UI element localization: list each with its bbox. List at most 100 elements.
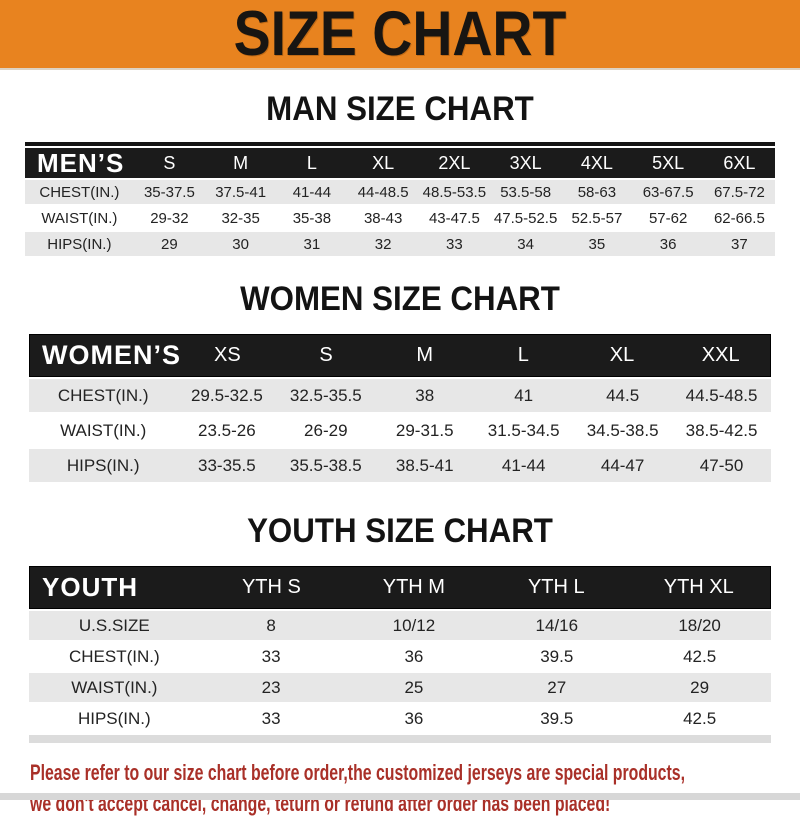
section-youth: YOUTH SIZE CHART YOUTH YTH S YTH M YTH L YTH … [0, 482, 800, 743]
size-value-cell: 41 [514, 385, 534, 405]
column-header: M [233, 152, 249, 173]
table-row: U.S.SIZE 8 10/12 14/16 18/20 [29, 611, 771, 640]
size-value-cell: 36 [659, 235, 677, 253]
size-value-cell: 38 [415, 385, 435, 405]
size-value-cell: 32.5-35.5 [289, 385, 362, 405]
size-value-cell: 44.5-48.5 [685, 385, 758, 405]
size-chart-page: SIZE CHART MAN SIZE CHART MEN’S S M L XL 2XL 3X… [0, 0, 800, 800]
column-header: 4XL [580, 152, 613, 173]
row-label: U.S.SIZE [78, 615, 150, 635]
column-header: L [306, 152, 317, 173]
table-row: CHEST(IN.) 35-37.5 37.5-41 41-44 44-48.5 48.5… [25, 180, 775, 204]
size-value-cell: 34.5-38.5 [586, 420, 659, 440]
bottom-strip [0, 793, 800, 800]
column-header: XL [609, 344, 635, 366]
size-value-cell: 47.5-52.5 [493, 209, 558, 227]
column-header: S [163, 152, 176, 173]
size-value-cell: 57-62 [648, 209, 688, 227]
column-header: XL [372, 152, 395, 173]
size-value-cell: 39.5 [540, 708, 574, 728]
size-value-cell: 44-48.5 [357, 183, 409, 201]
row-label: CHEST(IN.) [68, 646, 160, 666]
section-heading-youth: YOUTH SIZE CHART [247, 512, 553, 550]
size-value-cell: 38.5-41 [395, 455, 454, 475]
column-header: 6XL [723, 152, 756, 173]
size-value-cell: 36 [404, 708, 424, 728]
size-value-cell: 27 [547, 677, 567, 697]
size-value-cell: 37.5-41 [215, 183, 267, 201]
column-header: 3XL [509, 152, 542, 173]
table-row: HIPS(IN.) 29 30 31 32 33 34 35 36 37 [25, 232, 775, 256]
footer-note: Please refer to our size chart before or… [0, 757, 800, 819]
size-value-cell: 32-35 [221, 209, 260, 227]
section-women: WOMEN SIZE CHART WOMEN’S XS S M L XL XXL CHEST(I… [0, 256, 800, 482]
size-value-cell: 35.5-38.5 [289, 455, 362, 475]
column-header: XS [213, 344, 241, 366]
size-value-cell: 29 [161, 235, 178, 253]
column-header: XXL [701, 344, 740, 366]
row-label: HIPS(IN.) [47, 235, 112, 253]
men-table-header-row: MEN’S S M L XL 2XL 3XL 4XL 5XL 6XL [25, 148, 775, 178]
column-header: L [517, 344, 529, 366]
row-label: WAIST(IN.) [41, 209, 118, 227]
table-row: WAIST(IN.) 23.5-26 26-29 29-31.5 31.5-34.5 34… [29, 414, 771, 447]
size-value-cell: 47-50 [699, 455, 744, 475]
size-value-cell: 33-35.5 [198, 455, 256, 475]
column-header: M [416, 344, 434, 366]
column-header: YTH S [241, 576, 301, 598]
size-value-cell: 53.5-58 [500, 183, 552, 201]
size-value-cell: 58-63 [577, 183, 617, 201]
size-value-cell: 29.5-32.5 [190, 385, 263, 405]
table-row: WAIST(IN.) 23 25 27 29 [29, 673, 771, 702]
size-value-cell: 33 [261, 646, 281, 666]
size-value-cell: 63-67.5 [642, 183, 694, 201]
size-value-cell: 26-29 [304, 420, 348, 440]
section-heading-women: WOMEN SIZE CHART [240, 280, 560, 318]
size-value-cell: 42.5 [683, 646, 717, 666]
size-value-cell: 37 [731, 235, 748, 253]
table-row: HIPS(IN.) 33 36 39.5 42.5 [29, 704, 771, 733]
size-value-cell: 23.5-26 [198, 420, 256, 440]
women-table-header-row: WOMEN’S XS S M L XL XXL [29, 334, 771, 377]
size-value-cell: 29 [690, 677, 710, 697]
size-value-cell: 30 [232, 235, 249, 253]
note-line-1: Please refer to our size chart before or… [30, 760, 685, 785]
size-value-cell: 41-44 [292, 183, 332, 201]
size-value-cell: 42.5 [683, 708, 717, 728]
row-label: WAIST(IN.) [60, 420, 147, 440]
section-heading-men: MAN SIZE CHART [266, 90, 534, 128]
section-men: MAN SIZE CHART MEN’S S M L XL 2XL 3XL 4XL 5XL 6XL C… [0, 70, 800, 256]
table-row: CHEST(IN.) 33 36 39.5 42.5 [29, 642, 771, 671]
size-value-cell: 29-32 [150, 209, 189, 227]
table-top-rule [25, 142, 775, 146]
size-chart-banner: SIZE CHART [0, 0, 800, 70]
size-value-cell: 67.5-72 [713, 183, 765, 201]
size-value-cell: 44.5 [606, 385, 640, 405]
size-value-cell: 10/12 [392, 615, 436, 635]
size-value-cell: 35-38 [292, 209, 332, 227]
men-size-table: MEN’S S M L XL 2XL 3XL 4XL 5XL 6XL CHEST(IN.) 35-37… [25, 142, 775, 256]
size-value-cell: 8 [266, 615, 276, 635]
size-value-cell: 44-47 [600, 455, 645, 475]
size-value-cell: 34 [517, 235, 534, 253]
column-header: YTH L [527, 576, 585, 598]
column-header: S [319, 344, 333, 366]
row-label: CHEST(IN.) [39, 183, 120, 201]
size-value-cell: 35-37.5 [143, 183, 195, 201]
size-value-cell: 33 [446, 235, 463, 253]
column-header: 2XL [438, 152, 471, 173]
size-value-cell: 31.5-34.5 [487, 420, 560, 440]
size-value-cell: 39.5 [540, 646, 574, 666]
row-label: HIPS(IN.) [66, 455, 140, 475]
youth-size-table: YOUTH YTH S YTH M YTH L YTH XL U.S.SIZE 8 10/12… [29, 566, 771, 743]
size-value-cell: 29-31.5 [395, 420, 454, 440]
column-header: YTH XL [663, 576, 734, 598]
size-value-cell: 35 [588, 235, 606, 253]
page-title: SIZE CHART [233, 0, 567, 69]
size-value-cell: 62-66.5 [713, 209, 765, 227]
size-value-cell: 14/16 [535, 615, 579, 635]
size-value-cell: 41-44 [501, 455, 546, 475]
size-value-cell: 32 [374, 235, 392, 253]
row-label: WAIST(IN.) [71, 677, 158, 697]
size-value-cell: 38-43 [363, 209, 403, 227]
